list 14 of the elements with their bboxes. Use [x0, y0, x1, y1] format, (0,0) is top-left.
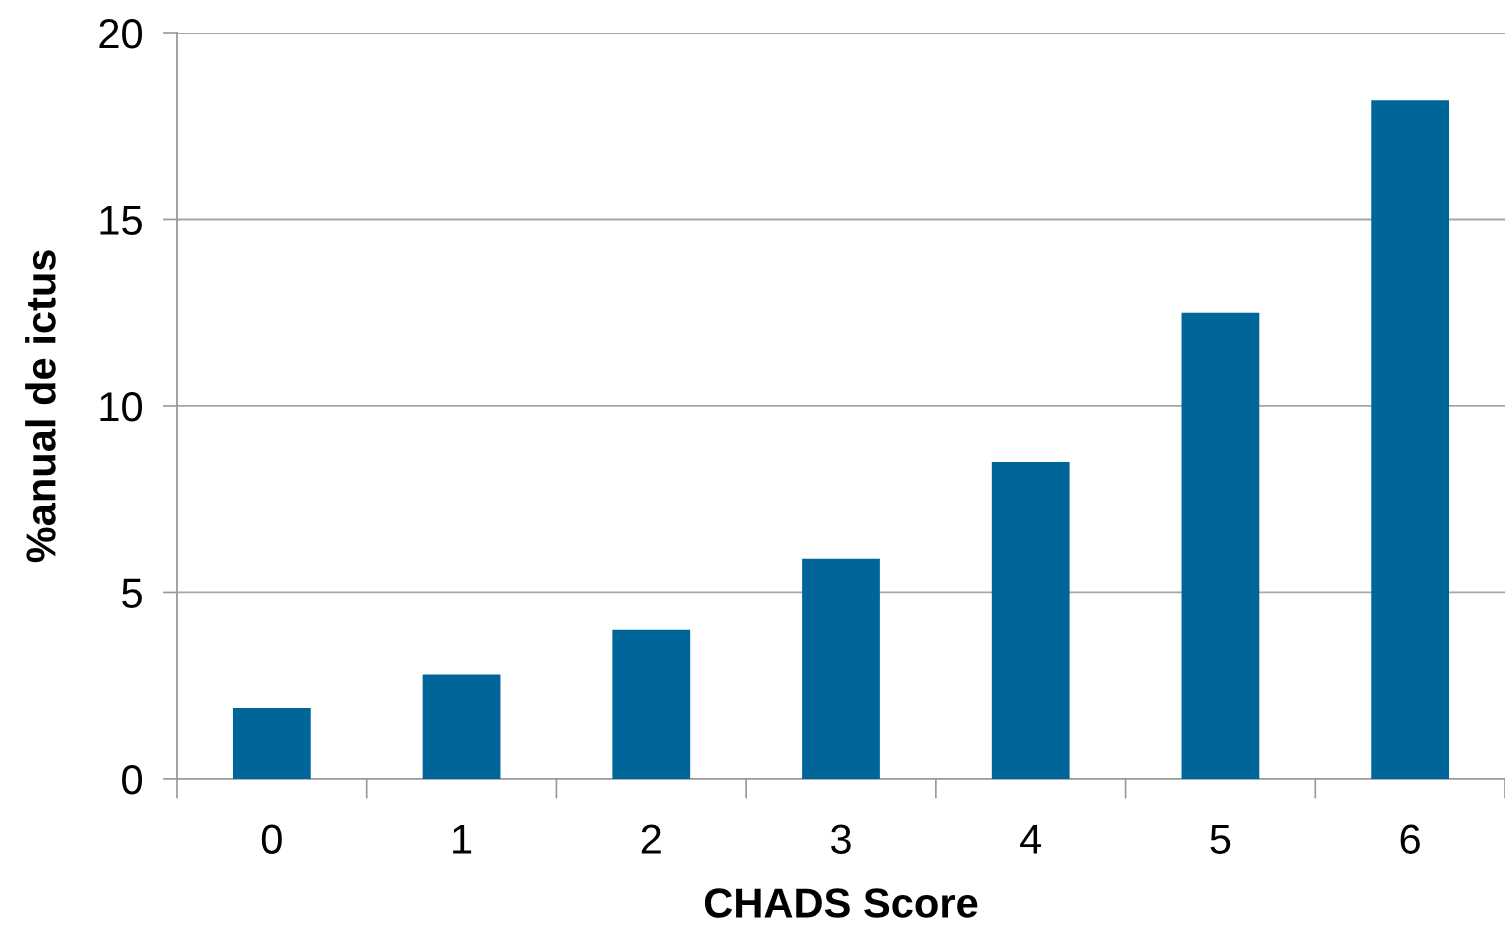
y-tick-label: 5 — [122, 578, 142, 608]
x-tick-label: 1 — [453, 824, 472, 854]
y-tick-label: 20 — [99, 19, 143, 49]
y-axis-title: %anual de ictus — [25, 250, 56, 563]
x-tick-label: 2 — [641, 824, 661, 854]
x-tick-label: 6 — [1400, 824, 1420, 854]
x-tick-label: 4 — [1020, 824, 1042, 854]
y-tick-label: 0 — [122, 764, 143, 795]
x-tick-label: 3 — [831, 824, 851, 854]
y-tick-label: 15 — [100, 205, 142, 235]
y-tick-label: 10 — [100, 391, 143, 422]
x-axis-title: CHADS Score — [704, 888, 978, 918]
x-tick-label: 5 — [1210, 824, 1231, 854]
x-tick-label: 0 — [261, 824, 282, 854]
